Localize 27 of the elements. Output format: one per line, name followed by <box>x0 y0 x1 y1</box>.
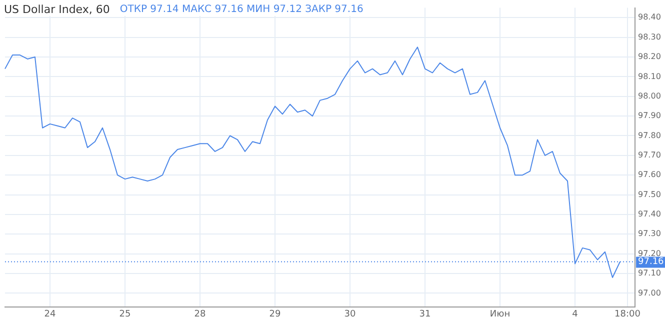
x-tick-label: 4 <box>572 310 578 320</box>
x-tick-label: 25 <box>119 310 131 320</box>
y-tick-label: 97.30 <box>638 229 661 238</box>
y-tick-label: 97.20 <box>638 248 661 258</box>
y-tick-label: 98.30 <box>638 32 661 42</box>
y-tick-label: 97.50 <box>638 190 661 199</box>
x-tick-label: 28 <box>194 310 206 320</box>
y-tick-label: 97.90 <box>638 111 661 120</box>
y-tick-label: 98.00 <box>638 91 661 100</box>
y-tick-label: 97.70 <box>638 150 661 160</box>
x-tick-label: Июн <box>490 310 510 320</box>
y-tick-label: 98.10 <box>638 72 661 81</box>
y-tick-label: 97.10 <box>638 268 661 278</box>
y-tick-label: 97.80 <box>638 130 661 140</box>
y-tick-label: 98.40 <box>638 12 661 22</box>
chart-subtitle: ОТКР 97.14 МАКС 97.16 МИН 97.12 ЗАКР 97.16 <box>120 3 364 16</box>
chart-title: US Dollar Index, 60 <box>4 3 110 16</box>
x-tick-label: 31 <box>419 310 431 320</box>
y-tick-label: 97.40 <box>638 210 661 219</box>
y-tick-label: 97.00 <box>638 288 661 298</box>
x-tick-label: 29 <box>269 310 281 320</box>
ref-line-label: 97.16 <box>638 257 664 268</box>
x-tick-label: 18:00 <box>614 310 641 320</box>
x-tick-label: 30 <box>344 310 356 320</box>
x-tick-label: 24 <box>44 310 56 320</box>
y-tick-label: 97.60 <box>638 170 661 180</box>
y-tick-label: 98.20 <box>638 52 661 62</box>
